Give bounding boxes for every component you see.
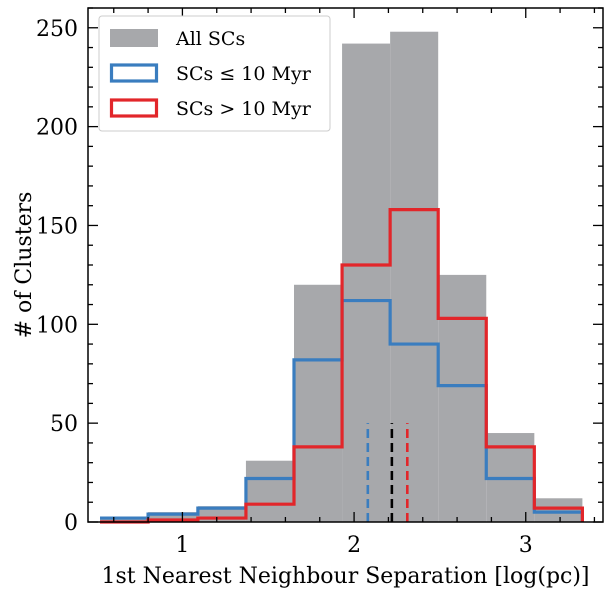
step-line-old-scs	[100, 208, 584, 524]
y-tick-label: 200	[36, 116, 78, 141]
bar-all-scs-4	[294, 284, 343, 522]
axis-tick-labels: 0 50 100 150 200 250 1 2 3	[36, 17, 533, 558]
median-lines	[366, 423, 409, 522]
y-tick-label: 0	[64, 511, 78, 536]
x-tick-label: 1	[175, 533, 189, 558]
bar-all-scs-5	[342, 43, 391, 522]
y-tick-label: 150	[36, 214, 78, 239]
legend-swatch-old-scs	[109, 98, 159, 118]
bar-all-scs-1	[148, 512, 198, 522]
x-tick-label: 3	[519, 533, 533, 558]
bar-all-scs-0	[100, 518, 149, 522]
y-tick-label: 250	[36, 17, 78, 42]
y-axis-label: # of Clusters	[12, 192, 37, 339]
bar-all-scs-9	[534, 498, 583, 522]
bar-all-scs-7	[438, 274, 487, 522]
step-histograms	[100, 208, 584, 524]
bar-all-scs-3	[245, 460, 294, 522]
legend-label-all-scs: All SCs	[175, 28, 245, 50]
axis-ticks	[88, 7, 603, 523]
y-tick-label: 50	[50, 412, 78, 437]
x-axis-label: 1st Nearest Neighbour Separation [log(pc…	[101, 564, 589, 589]
legend-label-young-scs: SCs ≤ 10 Myr	[176, 63, 312, 85]
legend-swatch-young-scs	[109, 63, 159, 83]
x-tick-label: 2	[347, 533, 361, 558]
legend-swatch-all-scs	[110, 29, 158, 47]
y-tick-label: 100	[36, 313, 78, 338]
legend: All SCs SCs ≤ 10 Myr SCs > 10 Myr	[98, 15, 331, 132]
legend-label-old-scs: SCs > 10 Myr	[176, 98, 312, 120]
bar-all-scs-6	[390, 31, 439, 522]
